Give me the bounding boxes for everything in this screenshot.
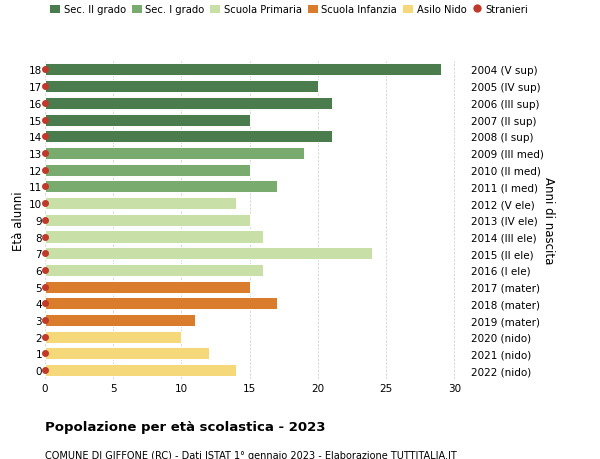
Bar (45, 331, 181, 343)
Bar (45, 81, 318, 93)
Bar (45, 264, 263, 276)
Bar (45, 214, 250, 226)
Bar (45, 314, 195, 326)
Bar (45, 131, 332, 143)
Bar (45, 364, 236, 376)
Bar (45, 164, 250, 176)
Bar (45, 298, 277, 310)
Bar (45, 281, 250, 293)
Bar (45, 347, 209, 360)
Y-axis label: Anni di nascita: Anni di nascita (542, 177, 555, 264)
Bar (45, 114, 250, 126)
Bar (45, 181, 277, 193)
Bar (45, 148, 304, 160)
Bar (45, 64, 441, 76)
Text: COMUNE DI GIFFONE (RC) - Dati ISTAT 1° gennaio 2023 - Elaborazione TUTTITALIA.IT: COMUNE DI GIFFONE (RC) - Dati ISTAT 1° g… (45, 450, 457, 459)
Bar (45, 231, 263, 243)
Y-axis label: Età alunni: Età alunni (12, 190, 25, 250)
Bar (45, 198, 236, 210)
Bar (45, 98, 332, 110)
Bar (45, 248, 373, 260)
Legend: Sec. II grado, Sec. I grado, Scuola Primaria, Scuola Infanzia, Asilo Nido, Stran: Sec. II grado, Sec. I grado, Scuola Prim… (50, 5, 529, 15)
Text: Popolazione per età scolastica - 2023: Popolazione per età scolastica - 2023 (45, 420, 325, 433)
